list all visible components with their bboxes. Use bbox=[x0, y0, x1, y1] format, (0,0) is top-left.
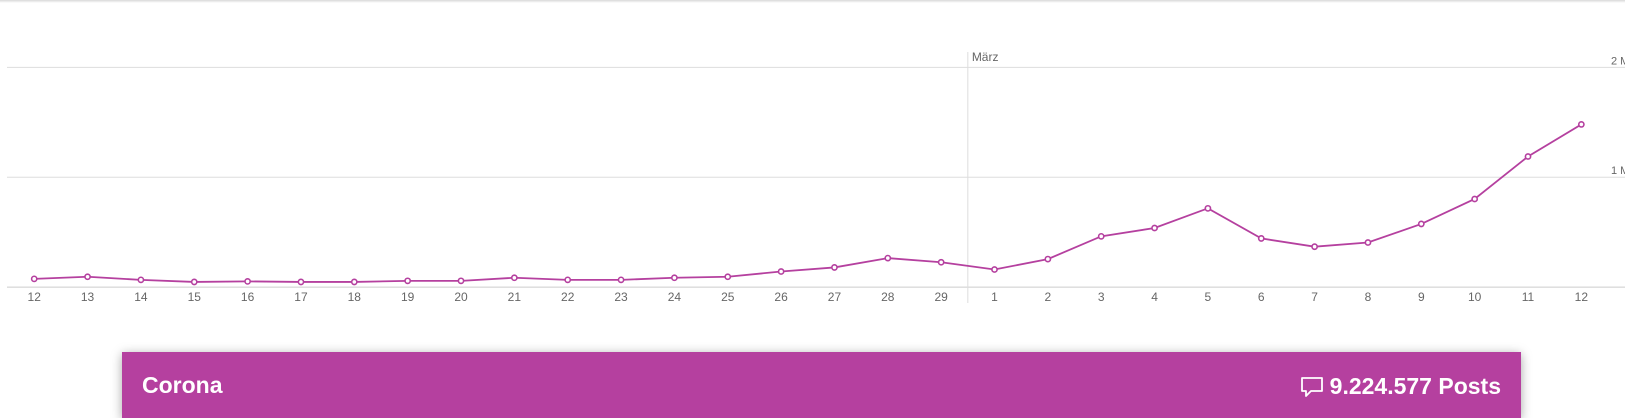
topic-banner[interactable]: Corona 9.224.577 Posts bbox=[122, 352, 1521, 418]
x-tick-label: 4 bbox=[1151, 290, 1158, 304]
data-point bbox=[777, 268, 785, 275]
data-point bbox=[137, 276, 145, 284]
x-tick-label: 29 bbox=[934, 290, 948, 304]
x-tick-label: 28 bbox=[881, 290, 895, 304]
x-tick-label: 8 bbox=[1365, 290, 1372, 304]
data-point bbox=[297, 278, 305, 286]
post-count: 9.224.577 Posts bbox=[1300, 373, 1501, 400]
data-point bbox=[831, 264, 838, 271]
data-point bbox=[350, 278, 358, 286]
x-tick-label: 16 bbox=[241, 290, 255, 304]
y-tick-label: 1 M bbox=[1611, 165, 1625, 177]
data-point bbox=[1044, 255, 1052, 263]
x-tick-label: 5 bbox=[1205, 290, 1212, 304]
x-tick-label: 12 bbox=[1575, 290, 1589, 304]
data-point bbox=[30, 275, 38, 283]
data-point bbox=[404, 277, 412, 285]
data-point bbox=[564, 276, 572, 284]
data-point bbox=[510, 274, 518, 282]
data-point bbox=[1311, 243, 1318, 251]
x-tick-label: 20 bbox=[454, 290, 468, 304]
data-point bbox=[1577, 121, 1585, 128]
post-count-text: 9.224.577 Posts bbox=[1329, 373, 1501, 399]
x-tick-label: 1 bbox=[991, 290, 998, 304]
x-tick-label: 27 bbox=[828, 290, 842, 304]
x-tick-label: 17 bbox=[294, 290, 308, 304]
data-point bbox=[617, 276, 625, 284]
data-point bbox=[671, 274, 678, 282]
x-tick-label: 3 bbox=[1098, 290, 1105, 304]
header-shadow bbox=[0, 0, 1625, 3]
data-point bbox=[244, 277, 251, 285]
data-point bbox=[1364, 239, 1372, 246]
x-tick-label: 22 bbox=[561, 290, 575, 304]
x-tick-label: 11 bbox=[1522, 290, 1535, 304]
x-tick-label: 10 bbox=[1468, 290, 1482, 304]
data-point bbox=[84, 273, 91, 281]
x-tick-label: 13 bbox=[81, 290, 95, 304]
data-point bbox=[1097, 232, 1105, 240]
data-point bbox=[1524, 153, 1532, 160]
x-tick-label: 26 bbox=[774, 290, 788, 304]
x-tick-label: 19 bbox=[401, 290, 415, 304]
series-line bbox=[34, 123, 1582, 283]
data-point bbox=[884, 254, 892, 262]
x-tick-label: 15 bbox=[188, 290, 202, 304]
x-tick-label: 21 bbox=[508, 290, 522, 304]
x-tick-label: 12 bbox=[28, 290, 42, 304]
topic-title[interactable]: Corona bbox=[142, 372, 223, 398]
data-point bbox=[724, 273, 732, 281]
x-tick-label: 7 bbox=[1311, 290, 1318, 304]
data-point bbox=[1204, 204, 1212, 212]
data-point bbox=[190, 278, 198, 286]
x-tick-label: 2 bbox=[1045, 290, 1052, 304]
data-point bbox=[937, 258, 945, 266]
data-point bbox=[1417, 220, 1425, 228]
x-tick-label: 25 bbox=[721, 290, 735, 304]
x-tick-label: 14 bbox=[134, 290, 148, 304]
x-tick-label: 6 bbox=[1258, 290, 1265, 304]
data-point bbox=[457, 277, 465, 285]
data-point bbox=[991, 266, 998, 273]
data-point bbox=[1471, 195, 1479, 203]
x-tick-label: 23 bbox=[614, 290, 628, 304]
y-tick-label: 2 M bbox=[1611, 55, 1625, 67]
x-tick-label: 18 bbox=[348, 290, 362, 304]
month-label: März bbox=[972, 50, 999, 64]
data-point bbox=[1151, 224, 1158, 232]
data-point bbox=[1257, 235, 1265, 242]
comment-icon bbox=[1300, 376, 1323, 397]
x-tick-label: 24 bbox=[668, 290, 682, 304]
x-tick-label: 9 bbox=[1418, 290, 1425, 304]
